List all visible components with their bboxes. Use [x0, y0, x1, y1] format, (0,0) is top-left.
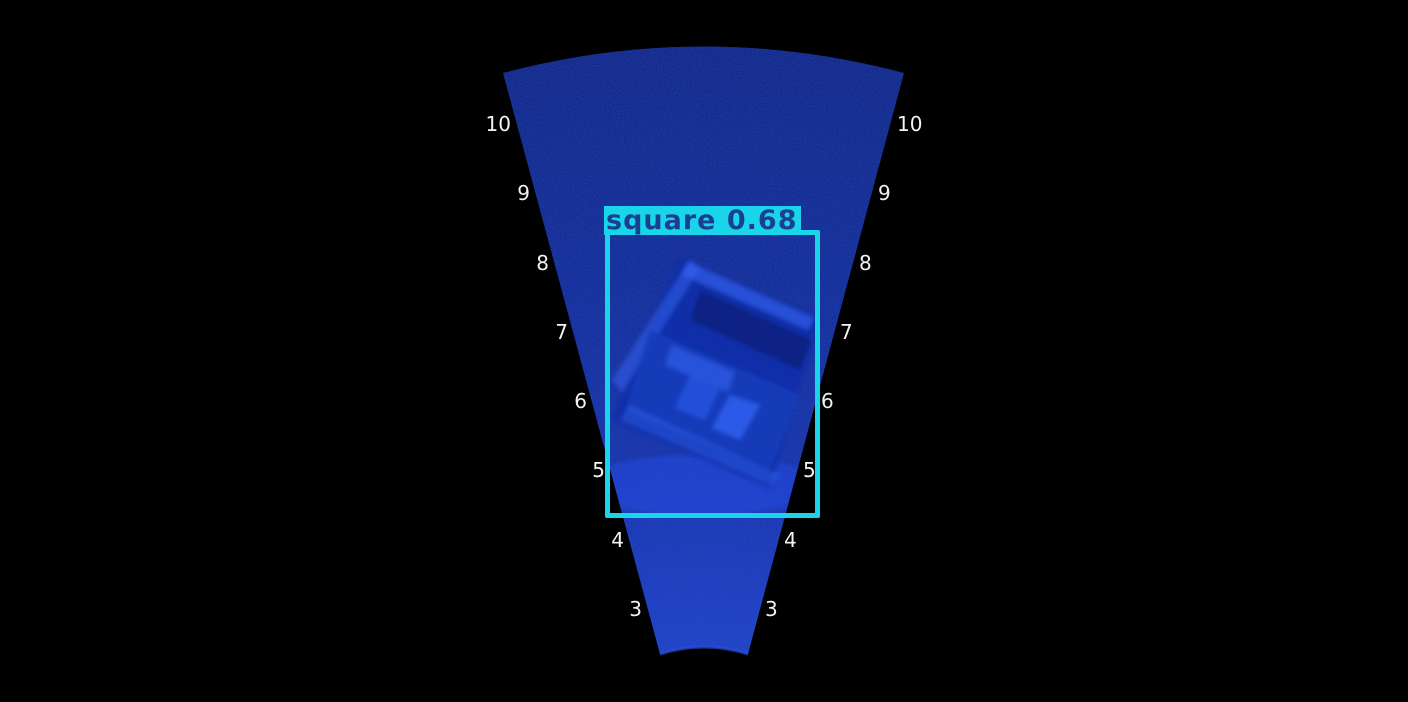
range-label-right-7: 7	[840, 322, 880, 342]
range-label-left-3: 3	[602, 599, 642, 619]
range-label-right-4: 4	[784, 530, 824, 550]
range-label-left-5: 5	[565, 460, 605, 480]
range-label-right-6: 6	[821, 391, 861, 411]
range-label-left-4: 4	[584, 530, 624, 550]
range-label-left-10: 10	[471, 114, 511, 134]
range-label-left-9: 9	[490, 183, 530, 203]
range-label-right-10: 10	[897, 114, 937, 134]
detection-bounding-box	[605, 230, 820, 518]
range-label-left-8: 8	[509, 253, 549, 273]
range-label-right-3: 3	[765, 599, 805, 619]
range-label-right-8: 8	[859, 253, 899, 273]
range-label-left-6: 6	[547, 391, 587, 411]
range-label-right-9: 9	[878, 183, 918, 203]
detection-label: square 0.68	[604, 206, 801, 235]
range-label-left-7: 7	[528, 322, 568, 342]
